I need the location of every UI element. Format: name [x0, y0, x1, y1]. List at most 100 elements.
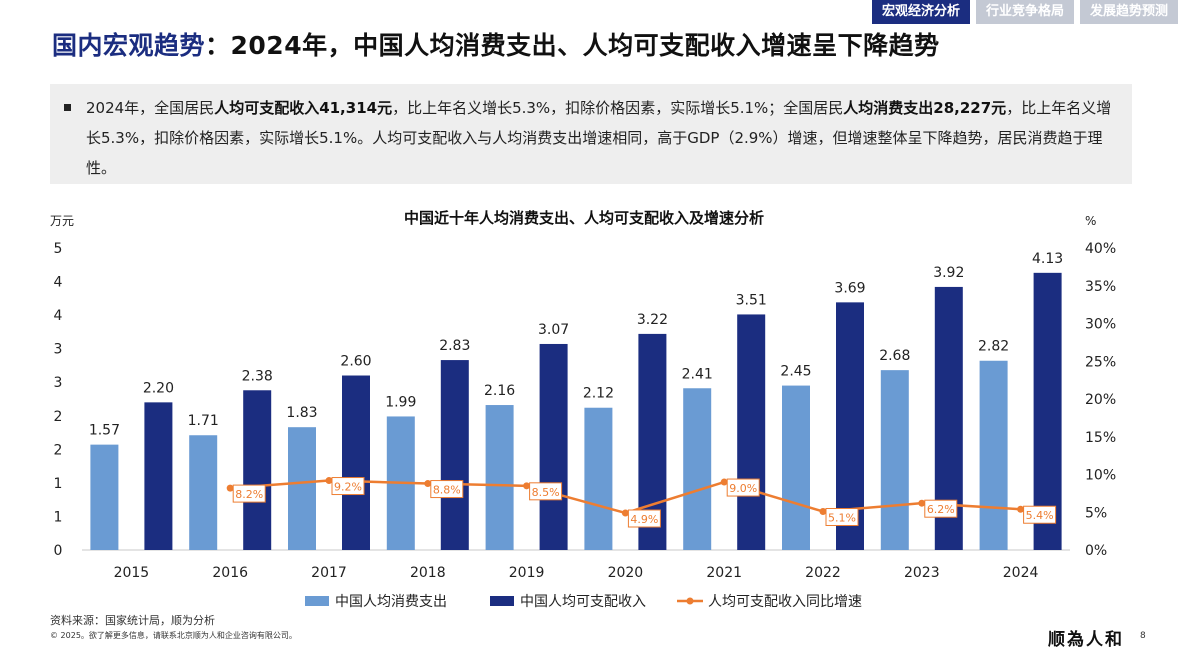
copyright-note: © 2025。欲了解更多信息，请联系北京顺为人和企业咨询有限公司。 [50, 631, 297, 640]
consumption-value-label: 1.99 [385, 394, 416, 410]
right-tick-label: 20% [1085, 392, 1116, 408]
consumption-value-label: 1.57 [89, 423, 120, 439]
consumption-value-label: 1.71 [188, 413, 219, 429]
left-tick-label: 3 [54, 342, 63, 358]
growth-rate-label: 4.9% [630, 513, 658, 526]
page-title: 国内宏观趋势：2024年，中国人均消费支出、人均可支配收入增速呈下降趋势 [52, 26, 940, 62]
consumption-bar [880, 370, 909, 550]
growth-rate-point [523, 482, 531, 490]
income-value-label: 2.83 [439, 338, 470, 354]
income-bar [243, 390, 272, 550]
summary-text-3: ，比上年名义增长5.3%，扣除价格因素，实际增长5.1%。人均可支配收入与人均消… [86, 99, 1112, 177]
right-tick-label: 15% [1085, 430, 1116, 446]
summary-text-2: ，比上年名义增长5.3%，扣除价格因素，实际增长5.1%；全国居民 [392, 99, 844, 117]
consumption-bar [979, 360, 1008, 550]
growth-rate-label: 5.4% [1026, 509, 1054, 522]
growth-rate-label-box [726, 478, 760, 497]
right-tick-label: 10% [1085, 468, 1116, 484]
summary-box: 2024年，全国居民人均可支配收入41,314元，比上年名义增长5.3%，扣除价… [50, 84, 1132, 184]
growth-rate-label: 6.2% [927, 503, 955, 516]
x-tick-label: 2022 [805, 565, 841, 581]
bullet-icon [64, 104, 71, 111]
growth-rate-point [918, 499, 926, 507]
legend-consumption-label: 中国人均消费支出 [335, 594, 447, 610]
income-bar [1033, 272, 1062, 550]
source-note: 资料来源：国家统计局，顺为分析 [50, 614, 215, 627]
x-tick-label: 2024 [1003, 565, 1039, 581]
x-tick-label: 2023 [904, 565, 940, 581]
income-bar [440, 360, 469, 550]
company-logo: 顺為人和 [1048, 630, 1124, 650]
right-tick-label: 30% [1085, 317, 1116, 333]
growth-rate-point [1017, 505, 1025, 513]
growth-rate-point [424, 480, 432, 488]
growth-rate-label-box [924, 499, 958, 518]
income-value-label: 2.60 [340, 354, 371, 370]
growth-rate-label-box [627, 509, 661, 528]
income-bar [737, 314, 766, 550]
tab-macro-economy[interactable]: 宏观经济分析 [871, 0, 970, 24]
income-value-label: 2.20 [143, 380, 174, 396]
growth-rate-point [226, 484, 234, 492]
left-tick-label: 1 [54, 476, 63, 492]
right-tick-label: 40% [1085, 241, 1116, 257]
growth-rate-label-box [529, 482, 563, 501]
consumption-value-label: 2.12 [583, 386, 614, 402]
growth-rate-label-box [331, 477, 365, 496]
left-tick-label: 3 [54, 375, 63, 391]
right-axis-unit: % [1085, 214, 1096, 228]
right-tick-label: 0% [1085, 543, 1107, 559]
x-tick-label: 2018 [410, 565, 446, 581]
chart-title: 中国近十年人均消费支出、人均可支配收入及增速分析 [404, 209, 764, 227]
left-tick-label: 4 [54, 308, 63, 324]
growth-rate-label-box [825, 507, 859, 526]
growth-rate-label: 8.5% [532, 486, 560, 499]
left-tick-label: 2 [54, 442, 63, 458]
consumption-bar [288, 427, 316, 550]
income-consumption-chart: 中国近十年人均消费支出、人均可支配收入及增速分析 万元 % 0 1 1 2 2 3 3 4 4 5 0% 5… [50, 209, 1116, 610]
legend-consumption-swatch [305, 596, 329, 606]
income-value-label: 3.92 [933, 265, 964, 281]
right-tick-label: 35% [1085, 279, 1116, 295]
income-bar [342, 375, 370, 550]
page-title-accent: 国内宏观趋势 [52, 31, 206, 60]
growth-rate-label: 9.2% [334, 481, 362, 494]
summary-income-highlight: 人均可支配收入41,314元 [214, 99, 393, 117]
income-value-label: 3.69 [834, 280, 865, 296]
income-value-label: 3.07 [538, 322, 569, 338]
growth-rate-point [720, 478, 728, 486]
growth-rate-point [325, 477, 333, 485]
growth-rate-label-box [1023, 505, 1057, 524]
right-tick-label: 25% [1085, 354, 1116, 370]
x-tick-label: 2020 [608, 565, 644, 581]
consumption-value-label: 2.68 [879, 348, 910, 364]
growth-rate-label: 9.0% [729, 482, 757, 495]
left-tick-label: 5 [54, 241, 63, 257]
x-tick-label: 2021 [706, 565, 742, 581]
summary-consumption-highlight: 人均消费支出28,227元 [843, 99, 1007, 117]
x-tick-label: 2016 [212, 565, 248, 581]
growth-rate-label: 5.1% [828, 511, 856, 524]
legend-income-swatch [490, 596, 514, 606]
income-bar [144, 402, 173, 550]
consumption-bar [189, 435, 218, 550]
x-tick-label: 2017 [311, 565, 347, 581]
legend-income-label: 中国人均可支配收入 [520, 594, 646, 610]
consumption-value-label: 2.45 [780, 364, 811, 380]
growth-rate-point [819, 507, 827, 515]
left-tick-label: 2 [54, 409, 63, 425]
x-tick-label: 2015 [114, 565, 150, 581]
tab-trend-forecast[interactable]: 发展趋势预测 [1079, 0, 1178, 24]
left-axis-unit: 万元 [50, 214, 74, 228]
consumption-bar [90, 444, 119, 550]
page-title-rest: ：2024年，中国人均消费支出、人均可支配收入增速呈下降趋势 [205, 31, 940, 60]
growth-rate-point [621, 509, 629, 517]
income-value-label: 3.51 [736, 292, 767, 308]
section-tabs: 宏观经济分析 行业竞争格局 发展趋势预测 [871, 0, 1178, 24]
tab-industry-competition[interactable]: 行业竞争格局 [975, 0, 1074, 24]
consumption-value-label: 2.16 [484, 383, 515, 399]
growth-rate-label-box [232, 484, 266, 503]
growth-rate-label: 8.2% [235, 488, 263, 501]
consumption-bar [584, 407, 613, 550]
summary-text-1: 2024年，全国居民 [86, 99, 215, 117]
